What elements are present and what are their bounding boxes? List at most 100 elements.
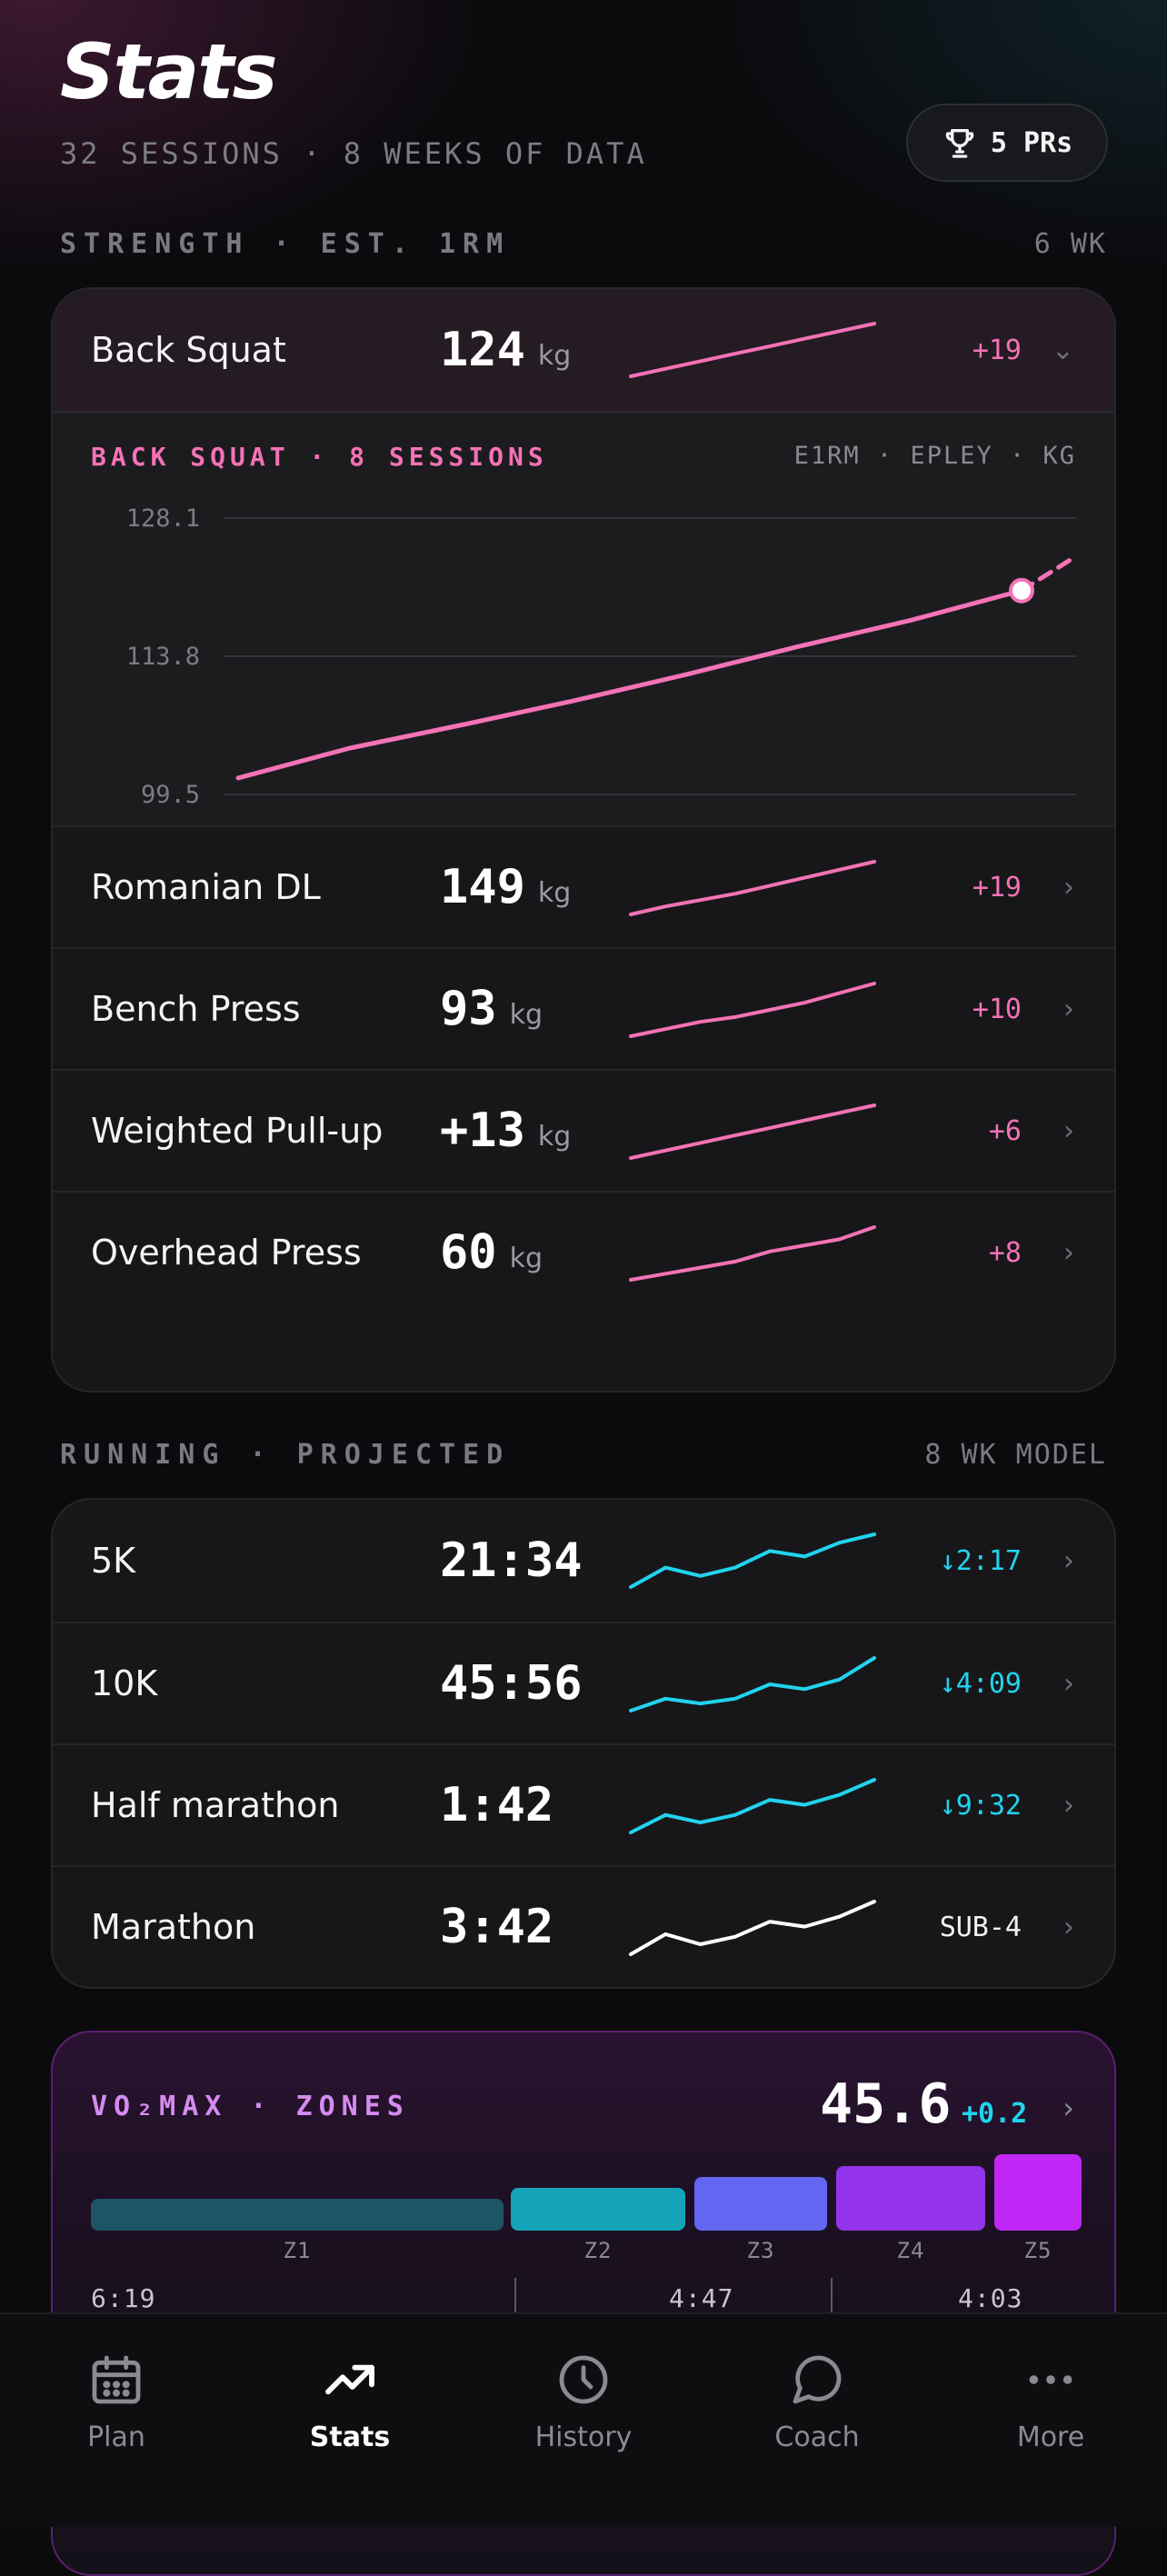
race-delta: ↓2:17 [939,1544,1022,1577]
exercise-unit: kg [509,998,544,1031]
vo2max-value: 45.6 [820,2072,952,2136]
exercise-value-number: 149 [440,860,525,914]
sparkline-path [629,1778,876,1834]
exercise-unit: kg [537,339,572,372]
zone-bar-z2 [511,2188,685,2231]
running-section-label: RUNNING · PROJECTED [60,1438,511,1471]
trend-up-icon [325,2364,374,2395]
calendar-icon [92,2355,141,2404]
strength-row-romanian-dl[interactable]: Romanian DL 149 kg +19 › [53,825,1114,947]
chevron-right-icon[interactable]: › [1063,1544,1074,1577]
tab-label: Coach [774,2421,860,2453]
chevron-right-icon[interactable]: › [1062,2091,1074,2125]
running-row-10k[interactable]: 10K 45:56 ↓4:09 › [53,1622,1114,1743]
bottom-tab-bar: Plan Stats History Coach More [0,2312,1167,2527]
exercise-value: 124 kg [440,289,571,411]
sparkline-path [629,1225,876,1282]
race-delta: ↓4:09 [939,1667,1022,1700]
vo2max-title: VO₂MAX · ZONES [91,2091,410,2122]
chevron-right-icon[interactable]: › [1063,871,1074,904]
exercise-unit: kg [537,876,572,909]
race-name: 5K [91,1541,136,1581]
zone-bar-z1 [91,2199,504,2231]
pace-label: 6:19 [91,2283,156,2313]
sparkline [629,1225,876,1282]
running-row-marathon[interactable]: Marathon 3:42 SUB-4 › [53,1865,1114,1987]
race-time: 3:42 [440,1900,554,1954]
running-row-5k[interactable]: 5K 21:34 ↓2:17 › [53,1500,1114,1622]
sparkline-path [629,1900,876,1956]
sparkline-path [629,1656,876,1712]
chevron-right-icon[interactable]: › [1063,993,1074,1025]
running-section-range: 8 WK MODEL [924,1438,1107,1471]
pace-label: 4:03 [958,2283,1023,2313]
tab-label: History [534,2421,633,2453]
pace-divider [514,2278,516,2314]
sparkline-path [629,322,876,378]
exercise-value-number: +13 [440,1103,525,1158]
strength-card: Back Squat 124 kg +19 ⌄ BACK SQUAT · 8 SE… [51,287,1116,1393]
series-line [235,588,1024,781]
zone-label: Z5 [1023,2238,1052,2263]
running-card: 5K 21:34 ↓2:17 › 10K 45:56 ↓4:09 › Half … [51,1498,1116,1989]
exercise-value-number: 60 [440,1225,497,1280]
exercise-name: Weighted Pull-up [91,1111,384,1151]
race-time: 1:42 [440,1778,554,1832]
pace-label: 4:47 [669,2283,734,2313]
exercise-value: 60 kg [440,1193,543,1313]
running-row-half-marathon[interactable]: Half marathon 1:42 ↓9:32 › [53,1743,1114,1865]
sparkline-path [629,860,876,916]
zone-label: Z2 [584,2238,613,2263]
tab-more[interactable]: More [960,2351,1142,2469]
zone-bar-z4 [836,2166,985,2231]
strength-row-bench-press[interactable]: Bench Press 93 kg +10 › [53,947,1114,1069]
sparkline [629,982,876,1038]
chevron-right-icon[interactable]: › [1063,1911,1074,1943]
tab-label: More [1016,2421,1085,2453]
strength-section-range: 6 WK [1033,227,1107,260]
race-time: 21:34 [440,1533,583,1588]
zone-bar-z5 [994,2154,1082,2231]
exercise-value: 93 kg [440,949,543,1069]
strength-row-overhead-press[interactable]: Overhead Press 60 kg +8 › [53,1191,1114,1313]
y-tick-label: 99.5 [141,781,200,809]
exercise-value-number: 93 [440,982,497,1036]
exercise-delta: +10 [972,993,1022,1025]
exercise-delta: +19 [972,334,1022,366]
tab-label: Plan [87,2421,145,2453]
sparkline [629,1778,876,1834]
strength-row-weighted-pull-up[interactable]: Weighted Pull-up +13 kg +6 › [53,1069,1114,1191]
race-delta: ↓9:32 [939,1789,1022,1822]
trophy-icon [945,129,974,158]
tab-coach[interactable]: Coach [726,2351,908,2469]
chevron-right-icon[interactable]: › [1063,1667,1074,1700]
detail-meta: E1RM · EPLEY · KG [793,442,1076,470]
pr-point[interactable] [1009,577,1034,604]
pr-badge-button[interactable]: 5 PRs [906,104,1108,182]
detail-title: BACK SQUAT · 8 SESSIONS [91,442,548,472]
strength-section-label: STRENGTH · EST. 1RM [60,227,511,260]
tab-history[interactable]: History [493,2351,674,2469]
exercise-value: +13 kg [440,1071,571,1191]
race-name: Marathon [91,1907,256,1947]
sparkline [629,1900,876,1956]
chevron-down-icon[interactable]: ⌄ [1051,334,1074,366]
sparkline [629,1656,876,1712]
exercise-name: Bench Press [91,989,301,1029]
tab-plan[interactable]: Plan [25,2351,207,2469]
strength-row-back-squat[interactable]: Back Squat 124 kg +19 ⌄ [53,289,1114,411]
chevron-right-icon[interactable]: › [1063,1114,1074,1147]
zone-label: Z4 [896,2238,925,2263]
sparkline [629,322,876,378]
sparkline-path [629,1533,876,1589]
chevron-right-icon[interactable]: › [1063,1789,1074,1822]
pr-badge-label: 5 PRs [990,126,1073,159]
tab-stats[interactable]: Stats [259,2351,441,2469]
vo2max-delta: +0.2 [962,2098,1028,2130]
exercise-delta: +6 [988,1114,1022,1147]
sparkline [629,1103,876,1160]
exercise-value: 149 kg [440,827,571,947]
race-time: 45:56 [440,1656,583,1711]
exercise-name: Back Squat [91,330,286,370]
chevron-right-icon[interactable]: › [1063,1236,1074,1269]
